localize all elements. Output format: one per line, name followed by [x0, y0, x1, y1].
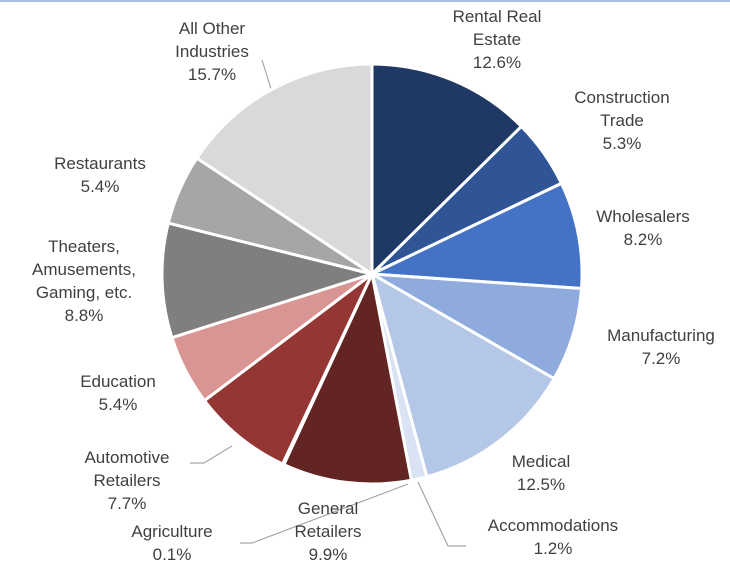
slice [160, 221, 374, 340]
category-label: General Retailers [294, 499, 362, 541]
slice-label: Manufacturing 7.2% [591, 324, 730, 370]
leader-lines [190, 59, 466, 547]
value-label: 5.4% [98, 395, 138, 414]
category-label: Restaurants [54, 154, 146, 173]
category-label: Education [80, 372, 156, 391]
leader-line [240, 483, 409, 544]
category-label: Rental Real Estate [452, 7, 542, 49]
category-label: Medical [511, 452, 571, 471]
leader-line [190, 445, 233, 464]
value-label: 12.5% [516, 475, 566, 494]
slice [282, 272, 413, 486]
value-label: 12.6% [472, 53, 522, 72]
slice-label: Automotive Retailers 7.7% [77, 446, 177, 515]
slice-label: Wholesalers 8.2% [583, 205, 703, 251]
value-label: 7.7% [107, 494, 147, 513]
slice-label: Agriculture 0.1% [117, 520, 227, 566]
category-label: Wholesalers [596, 207, 690, 226]
value-label: 1.2% [533, 539, 573, 558]
slice-label: Restaurants 5.4% [45, 152, 155, 198]
slice [195, 62, 374, 276]
category-label: All Other Industries [175, 19, 249, 61]
category-label: Automotive Retailers [84, 448, 170, 490]
category-label: Theaters, Amusements, Gaming, etc. [32, 237, 136, 302]
value-label: 15.7% [187, 65, 237, 84]
category-label: Agriculture [131, 522, 213, 541]
slice [370, 181, 584, 291]
value-label: 5.3% [602, 134, 642, 153]
leader-line [417, 481, 466, 547]
slice-label: Education 5.4% [68, 370, 168, 416]
value-label: 7.2% [641, 349, 681, 368]
value-label: 8.2% [623, 230, 663, 249]
slice-label: General Retailers 9.9% [283, 497, 373, 566]
value-label: 8.8% [64, 306, 104, 325]
slice [370, 272, 556, 479]
value-label: 5.4% [80, 177, 120, 196]
slices [160, 62, 584, 486]
category-label: Accommodations [487, 516, 619, 535]
value-label: 0.1% [152, 545, 192, 564]
slice-label: Rental Real Estate 12.6% [442, 5, 552, 74]
category-label: Manufacturing [607, 326, 715, 345]
slice-label: Construction Trade 5.3% [560, 86, 685, 155]
value-label: 9.9% [308, 545, 348, 564]
leader-line [261, 59, 273, 93]
category-label: Construction Trade [574, 88, 670, 130]
slice [370, 62, 523, 276]
slice [202, 272, 374, 466]
slice-label: Theaters, Amusements, Gaming, etc. 8.8% [29, 235, 139, 327]
slice-label: All Other Industries 15.7% [165, 17, 260, 86]
slice-label: Accommodations 1.2% [478, 514, 628, 560]
slice-label: Medical 12.5% [496, 450, 586, 496]
